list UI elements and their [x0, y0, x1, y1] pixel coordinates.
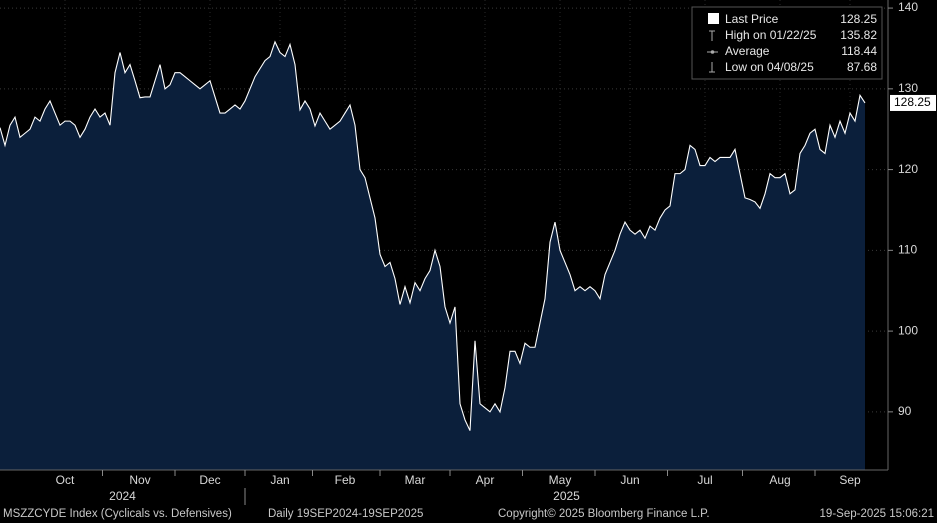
y-tick-label: 130 — [898, 81, 918, 95]
x-tick-label: Nov — [129, 473, 150, 487]
footer-timestamp: 19-Sep-2025 15:06:21 — [820, 508, 934, 520]
y-tick-label: 100 — [898, 323, 918, 337]
area — [0, 41, 865, 471]
legend-icon — [709, 30, 715, 41]
year-label: 2024 — [109, 489, 136, 503]
legend-icon — [710, 50, 715, 54]
last-value-tag — [890, 94, 936, 111]
x-tick-label: Aug — [769, 473, 790, 487]
footer-copyright: Copyright© 2025 Bloomberg Finance L.P. — [498, 508, 710, 520]
x-tick-label: Sep — [839, 473, 861, 487]
legend-icon — [708, 13, 719, 24]
legend-label: Last Price — [725, 12, 779, 26]
legend-box — [691, 6, 883, 80]
footer-ticker: MSZZCYDE Index (Cyclicals vs. Defensives… — [3, 508, 232, 520]
y-tick-label: 110 — [898, 243, 917, 257]
y-tick-label: 90 — [898, 404, 912, 418]
x-tick-label: Apr — [476, 473, 495, 487]
legend: Last Price 128.25 High on 01/22/25 135.8… — [691, 6, 883, 80]
x-tick-label: Dec — [199, 473, 220, 487]
legend-label: Average — [725, 44, 770, 58]
line — [0, 40, 866, 431]
x-tick-label: Jul — [697, 473, 712, 487]
plot-area — [0, 0, 888, 471]
footer-period: Daily 19SEP2024-19SEP2025 — [268, 508, 423, 520]
legend-value: 128.25 — [840, 12, 877, 26]
legend-label: High on 01/22/25 — [725, 28, 817, 42]
x-tick-label: Oct — [56, 473, 75, 487]
x-tick-label: Jun — [620, 473, 639, 487]
legend-label: Low on 04/08/25 — [725, 60, 814, 74]
y-tick-label: 140 — [898, 0, 918, 14]
y-tick-label: 120 — [898, 162, 918, 176]
year-label: 2025 — [553, 489, 580, 503]
x-tick-label: Mar — [405, 473, 426, 487]
last-value-label: 128.25 — [894, 95, 931, 109]
legend-value: 135.82 — [840, 28, 877, 42]
x-tick-label: May — [549, 473, 572, 487]
legend-value: 87.68 — [847, 60, 877, 74]
x-tick-label: Feb — [335, 473, 356, 487]
legend-value: 118.44 — [841, 44, 877, 58]
x-tick-label: Jan — [270, 473, 289, 487]
legend-icon — [709, 62, 715, 73]
